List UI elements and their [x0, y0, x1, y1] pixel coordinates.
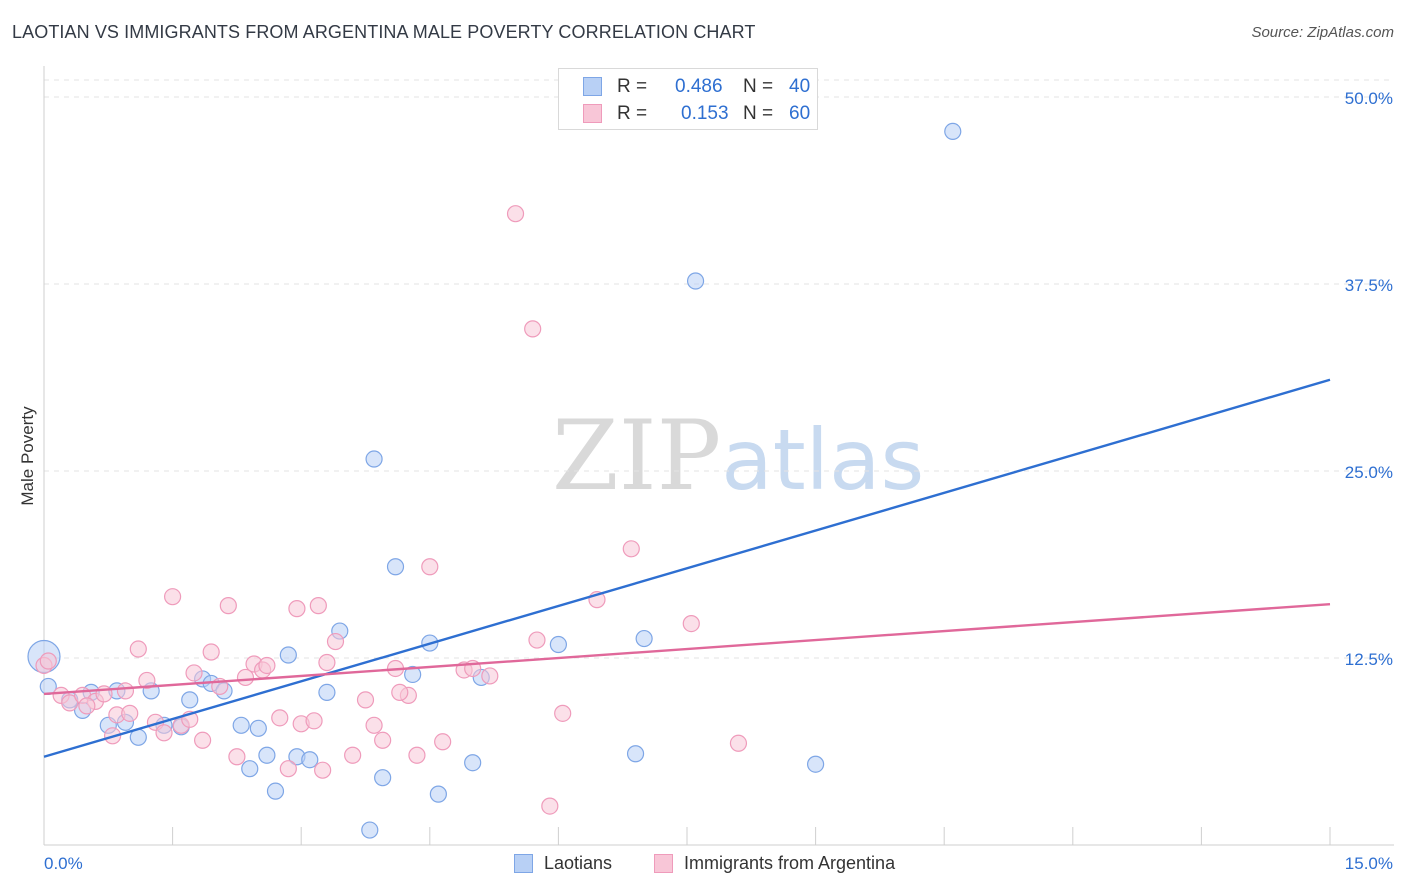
laotian-point	[232, 716, 250, 734]
argentina-point	[356, 691, 375, 709]
laotian-point	[386, 558, 405, 576]
laotian-point	[686, 272, 705, 290]
y-tick-label: 37.5%	[1345, 276, 1393, 295]
x-tick-label-max: 15.0%	[1345, 854, 1393, 873]
argentina-point	[729, 734, 748, 752]
watermark-atlas: atlas	[721, 411, 925, 509]
argentina-point	[305, 712, 323, 730]
legend-swatch-argentina	[654, 854, 673, 873]
laotian-point	[365, 450, 383, 468]
tick-labels: 12.5% 25.0% 37.5% 50.0% 0.0% 15.0%	[44, 89, 1393, 873]
argentina-point	[202, 643, 220, 661]
laotian-trend-line	[43, 378, 1331, 758]
argentina-point	[228, 748, 246, 766]
r-value-argentina: 0.153	[681, 103, 729, 124]
legend-label-laotians: Laotians	[544, 853, 613, 873]
argentina-point	[219, 597, 237, 615]
argentina-point	[61, 694, 79, 712]
argentina-point	[314, 761, 332, 779]
argentina-point	[116, 682, 135, 700]
argentina-point	[344, 746, 362, 764]
argentina-point	[39, 652, 57, 670]
argentina-point	[391, 683, 409, 702]
argentina-point	[506, 205, 525, 223]
argentina-point	[288, 600, 306, 618]
argentina-point	[155, 724, 173, 742]
n-label: N =	[743, 76, 774, 97]
laotian-point	[181, 691, 199, 709]
argentina-point	[271, 709, 289, 727]
legend-swatch-laotians	[514, 854, 533, 873]
argentina-point	[78, 697, 96, 715]
argentina-point	[258, 656, 276, 675]
argentina-point	[185, 664, 203, 682]
laotian-point	[429, 785, 447, 803]
argentina-point	[318, 653, 336, 672]
legend-swatch-laotians	[583, 77, 602, 96]
laotian-point	[249, 719, 267, 737]
argentina-point	[408, 746, 426, 764]
laotian-point	[806, 755, 825, 773]
gridlines	[44, 79, 1394, 659]
argentina-point	[121, 704, 139, 722]
n-value-laotians: 40	[789, 76, 811, 97]
source-credit: Source: ZipAtlas.com	[1251, 24, 1394, 41]
argentina-point	[524, 320, 542, 338]
laotian-point	[374, 769, 392, 787]
legend-swatch-argentina	[583, 104, 602, 123]
correlation-legend: R = 0.486 N = 40 R = 0.153 N = 60	[558, 68, 818, 130]
laotian-point	[944, 122, 962, 141]
laotian-point	[626, 745, 645, 763]
laotian-point	[318, 683, 336, 702]
argentina-point	[164, 588, 182, 606]
laotian-point	[279, 646, 297, 664]
y-tick-label: 25.0%	[1345, 463, 1393, 482]
chart-title: LAOTIAN VS IMMIGRANTS FROM ARGENTINA MAL…	[12, 22, 756, 42]
argentina-point	[365, 716, 383, 734]
argentina-point	[309, 597, 327, 615]
argentina-point	[129, 640, 147, 658]
argentina-point	[481, 667, 499, 685]
laotian-point	[404, 665, 422, 684]
n-value-argentina: 60	[789, 103, 811, 124]
argentina-point	[421, 558, 439, 576]
argentina-point	[554, 704, 572, 722]
laotian-point	[635, 629, 653, 648]
r-value-laotians: 0.486	[675, 76, 723, 97]
laotian-point	[361, 821, 379, 839]
argentina-series	[35, 205, 748, 815]
laotian-point	[258, 746, 276, 764]
laotian-point	[549, 635, 568, 654]
trend-lines	[43, 378, 1331, 758]
legend-label-argentina: Immigrants from Argentina	[684, 853, 896, 873]
axes	[43, 66, 1394, 846]
argentina-point	[279, 760, 297, 778]
laotian-point	[241, 760, 259, 778]
r-label: R =	[617, 76, 648, 97]
argentina-trend-line	[43, 602, 1331, 696]
argentina-point	[236, 668, 255, 687]
argentina-point	[326, 632, 345, 651]
y-tick-label: 50.0%	[1345, 89, 1393, 108]
argentina-point	[541, 797, 559, 815]
argentina-point	[374, 731, 392, 749]
r-label: R =	[617, 103, 648, 124]
argentina-point	[138, 671, 156, 690]
laotian-point	[464, 754, 482, 772]
laotian-point	[266, 782, 285, 800]
laotian-point	[301, 751, 319, 769]
argentina-point	[528, 631, 546, 649]
argentina-point	[622, 540, 640, 558]
argentina-point	[194, 731, 212, 749]
argentina-point	[682, 614, 700, 633]
argentina-point	[434, 733, 452, 751]
n-label: N =	[743, 103, 774, 124]
y-tick-label: 12.5%	[1345, 650, 1393, 669]
x-tick-label-min: 0.0%	[44, 854, 83, 873]
watermark-zip: ZIP	[552, 400, 722, 512]
watermark: ZIPatlas	[552, 400, 924, 512]
